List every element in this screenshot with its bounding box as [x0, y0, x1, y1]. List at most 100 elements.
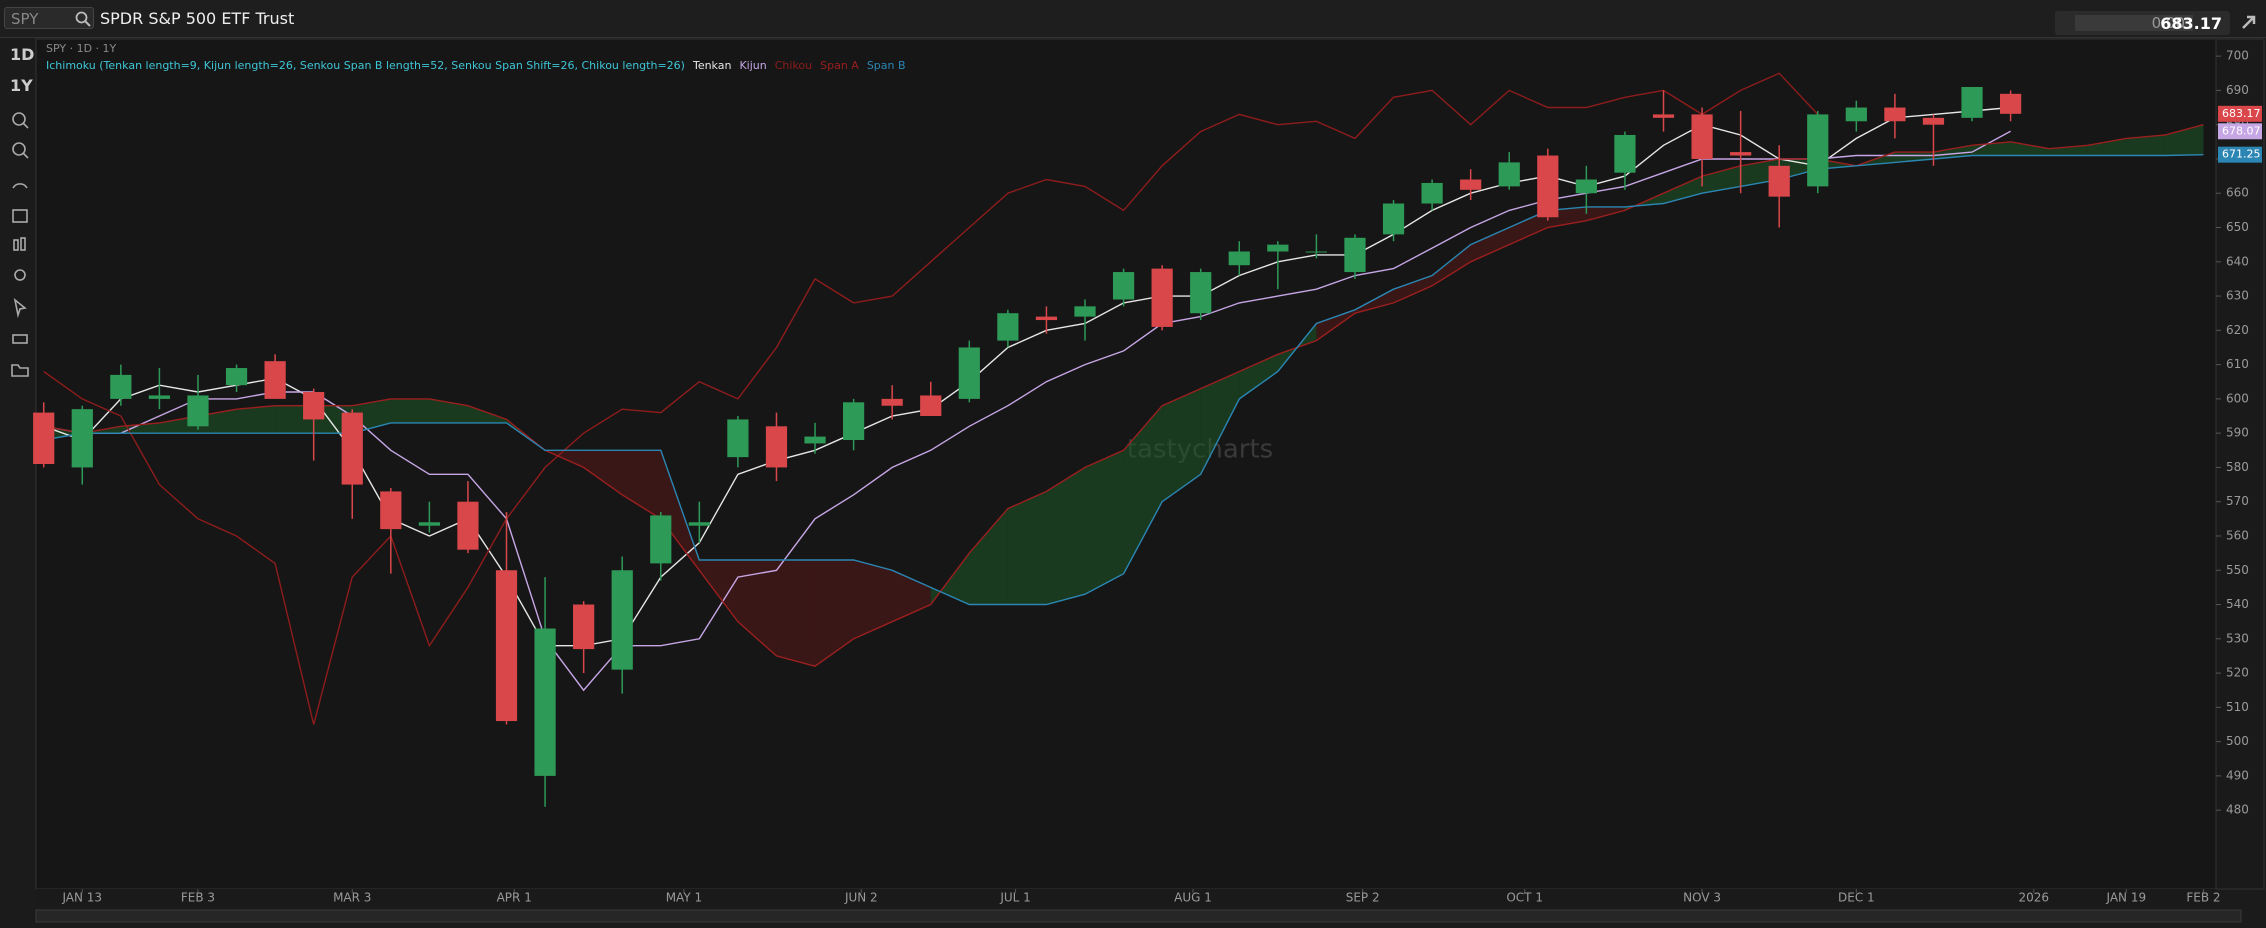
- cloud: [1085, 450, 1124, 595]
- candle-body: [611, 570, 633, 670]
- series-price-tag-label: 678.07: [2222, 124, 2261, 137]
- cloud: [815, 559, 854, 667]
- cloud: [2010, 141, 2050, 156]
- y-tick-label: 600: [2226, 391, 2249, 405]
- candle-body: [804, 436, 826, 444]
- time-axis: [36, 889, 2216, 907]
- candle-body: [1112, 272, 1135, 300]
- legend-entry[interactable]: Chikou: [774, 59, 813, 72]
- cloud: [2087, 138, 2127, 156]
- candle-body: [650, 515, 672, 564]
- indicator-label: Ichimoku (Tenkan length=9, Kijun length=…: [46, 59, 685, 72]
- cloud: [1933, 145, 1973, 159]
- popout-icon[interactable]: [2240, 13, 2258, 31]
- candle-body: [495, 570, 518, 722]
- candle-body: [534, 628, 556, 776]
- tool-icons[interactable]: [10, 110, 30, 410]
- y-tick-label: 570: [2226, 494, 2249, 508]
- candle-body: [1652, 114, 1675, 118]
- cloud: [1586, 206, 1625, 221]
- scrollbar[interactable]: [35, 909, 2242, 923]
- legend-entry[interactable]: Kijun: [739, 59, 767, 72]
- x-tick-label: APR 1: [497, 891, 532, 905]
- candle-body: [1382, 203, 1405, 235]
- candle-body: [418, 522, 440, 526]
- candle-body: [688, 522, 710, 526]
- legend-entry[interactable]: Span B: [866, 59, 906, 72]
- x-tick-label: FEB 2: [2186, 891, 2220, 905]
- candle-body: [225, 368, 248, 386]
- candle-body: [1768, 165, 1790, 197]
- y-tick-label: 560: [2226, 528, 2249, 542]
- interval-button[interactable]: 1D: [10, 45, 35, 64]
- candle-body: [33, 412, 55, 464]
- cloud: [737, 559, 777, 656]
- legend-entry[interactable]: Span A: [820, 59, 859, 72]
- y-tick-label: 510: [2226, 700, 2249, 714]
- y-tick-label: 490: [2226, 768, 2249, 782]
- x-tick-label: JAN 19: [2105, 891, 2146, 905]
- range-button[interactable]: 1Y: [10, 76, 33, 95]
- x-tick-label: SEP 2: [1346, 891, 1380, 905]
- candle-body: [1344, 237, 1366, 273]
- legend-entry[interactable]: Tenkan: [692, 59, 732, 72]
- candle-body: [1228, 251, 1250, 266]
- legend: SPY · 1D · 1Y Ichimoku (Tenkan length=9,…: [46, 40, 914, 74]
- candle-body: [264, 361, 286, 399]
- candle-body: [457, 501, 479, 550]
- legend-line: Ichimoku (Tenkan length=9, Kijun length=…: [46, 57, 914, 74]
- header: SPY SPDR S&P 500 ETF Trust 0.00 683.17: [0, 0, 2266, 38]
- indicator-line: [43, 106, 2011, 647]
- candle-body: [1730, 152, 1752, 156]
- last-price: 683.17: [2160, 14, 2222, 33]
- cloud: [1509, 210, 1548, 245]
- cloud: [1393, 275, 1433, 303]
- candle-body: [881, 398, 903, 406]
- cloud: [1354, 289, 1394, 314]
- last-price-tag: [2218, 105, 2262, 122]
- search-icon[interactable]: [75, 11, 91, 27]
- y-tick-label: 530: [2226, 631, 2249, 645]
- indicator-line: [43, 130, 2011, 692]
- indicator-line: [43, 154, 2204, 606]
- cloud: [1702, 165, 1741, 194]
- price-axis: [2215, 38, 2265, 890]
- candle-body: [110, 374, 132, 399]
- change: 0.00: [2075, 15, 2193, 31]
- candle-body: [341, 412, 363, 485]
- cloud: [1123, 405, 1163, 574]
- x-tick-label: AUG 1: [1174, 891, 1212, 905]
- cloud: [853, 559, 893, 639]
- candle-body: [380, 491, 402, 530]
- series-price-tag-label: 671.25: [2222, 148, 2261, 161]
- cloud: [699, 559, 738, 622]
- candle-body: [303, 392, 325, 420]
- indicator-line: [43, 72, 1819, 725]
- y-tick-label: 520: [2226, 666, 2249, 680]
- cloud: [1200, 371, 1240, 475]
- y-tick-label: 630: [2226, 289, 2249, 303]
- cloud: [622, 450, 661, 519]
- cloud: [1663, 176, 1703, 204]
- y-tick-label: 480: [2226, 803, 2249, 817]
- x-tick-label: DEC 1: [1838, 891, 1875, 905]
- candle-body: [997, 313, 1019, 341]
- x-tick-label: 2026: [2018, 891, 2049, 905]
- cloud: [236, 405, 276, 434]
- candle-body: [765, 426, 788, 468]
- cloud: [1162, 388, 1201, 502]
- quote-box: 0.00 683.17: [2055, 11, 2230, 35]
- symbol-input[interactable]: SPY: [4, 7, 94, 29]
- series-price-tag: [2218, 146, 2262, 163]
- cloud: [776, 559, 816, 667]
- candle-body: [1305, 251, 1328, 253]
- candle-body: [1807, 114, 1829, 187]
- symbol-name: SPDR S&P 500 ETF Trust: [100, 9, 295, 28]
- candle-body: [1190, 272, 1212, 314]
- candle-body: [71, 409, 93, 468]
- x-tick-label: NOV 3: [1683, 891, 1721, 905]
- cloud: [2126, 134, 2165, 156]
- y-tick-label: 580: [2226, 460, 2249, 474]
- indicator-line: [43, 124, 2204, 667]
- cloud: [120, 422, 160, 434]
